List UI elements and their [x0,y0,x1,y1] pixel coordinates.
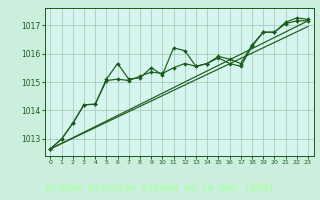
Text: Graphe pression niveau de la mer (hPa): Graphe pression niveau de la mer (hPa) [46,183,274,193]
